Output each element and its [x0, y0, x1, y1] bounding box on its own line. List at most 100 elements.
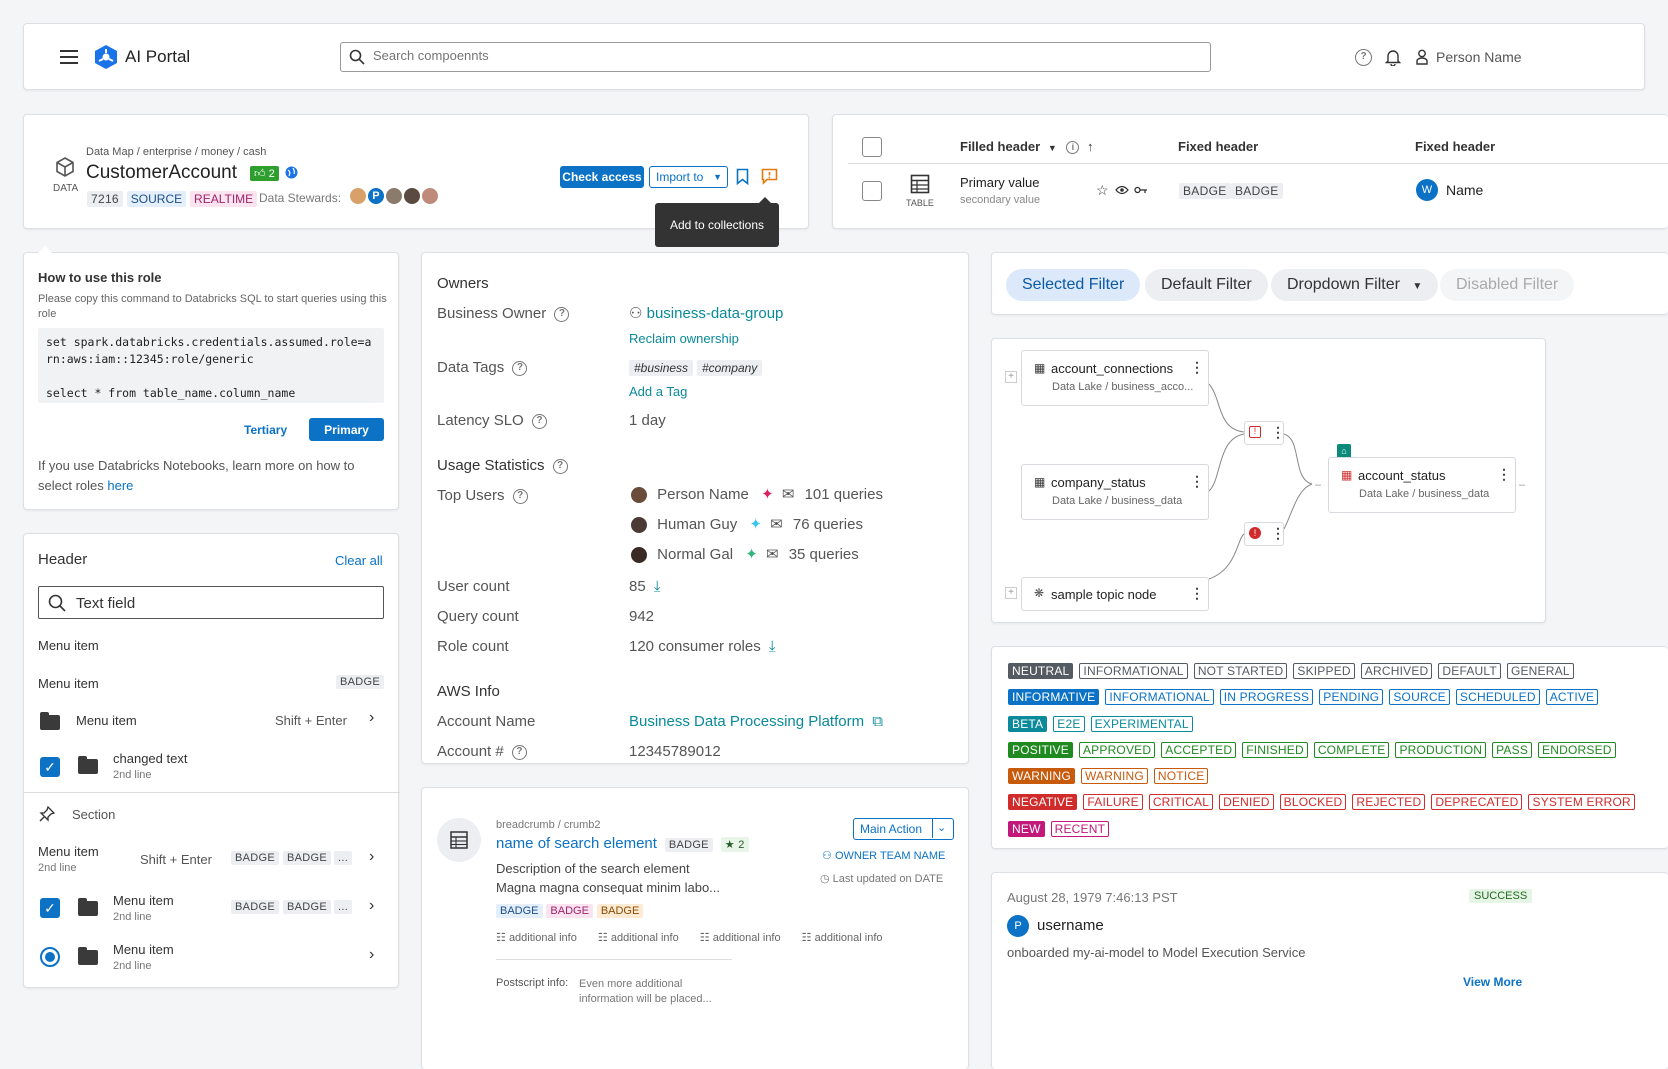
lineage-junction[interactable]: ! ⋮	[1244, 522, 1285, 546]
mail-icon[interactable]: ✉	[770, 516, 783, 533]
slack-icon[interactable]: ✦	[761, 486, 774, 503]
more-vertical-icon[interactable]: ⋮	[1190, 359, 1204, 375]
avatar[interactable]	[629, 515, 649, 536]
owner-team[interactable]: ⚇ OWNER TEAM NAME	[822, 849, 945, 862]
help-icon[interactable]: ?	[512, 360, 528, 376]
business-owner-link[interactable]: business-data-group	[646, 305, 784, 322]
bookmark-icon[interactable]	[736, 168, 749, 185]
dropdown-filter-chip[interactable]: Dropdown Filter ▼	[1271, 269, 1439, 301]
info-icon[interactable]: i	[1066, 141, 1080, 155]
check-access-button[interactable]: Check access	[560, 166, 644, 188]
account-name-value[interactable]: Business Data Processing Platform ⧉	[629, 713, 883, 730]
menu-item[interactable]: ✓ changed text 2nd line	[24, 748, 400, 788]
more-vertical-icon[interactable]: ⋮	[1497, 466, 1511, 482]
primary-button[interactable]: Primary	[309, 418, 384, 441]
user-name[interactable]: Person Name	[1436, 49, 1522, 65]
code-block[interactable]: set spark.databricks.credentials.assumed…	[38, 328, 384, 403]
avatar[interactable]	[401, 186, 422, 206]
help-icon[interactable]: ?	[512, 488, 528, 504]
menu-item[interactable]: ✓ Menu item 2nd line BADGE BADGE ... ›	[24, 889, 400, 929]
expand-icon[interactable]: +	[1005, 371, 1017, 383]
tag[interactable]: #business	[629, 360, 694, 376]
help-icon[interactable]: ?	[552, 458, 568, 474]
avatar[interactable]	[629, 485, 649, 506]
mail-icon[interactable]: ✉	[765, 546, 779, 563]
business-owner-value[interactable]: ⚇ business-data-group	[629, 304, 783, 322]
help-icon[interactable]: ?	[531, 413, 547, 429]
lineage-node[interactable]: ▦ company_status ⋮ Data Lake / business_…	[1021, 464, 1209, 520]
account-name-link[interactable]: Business Data Processing Platform	[629, 713, 865, 730]
menu-text-field[interactable]: Text field	[38, 586, 384, 619]
column-header-filled[interactable]: Filled header ▼ i ↑	[960, 139, 1094, 155]
slack-icon[interactable]: ✦	[745, 546, 758, 563]
user-icon[interactable]	[1416, 49, 1428, 65]
menu-item[interactable]: Menu item BADGE	[24, 670, 400, 698]
avatar[interactable]	[629, 545, 649, 566]
key-icon[interactable]	[1134, 185, 1148, 195]
lineage-node[interactable]: ▦ account_connections ⋮ Data Lake / busi…	[1021, 350, 1209, 406]
result-breadcrumb[interactable]: breadcrumb / crumb2	[496, 819, 601, 831]
owner-team-name[interactable]: OWNER TEAM NAME	[834, 850, 946, 862]
checkbox-checked[interactable]: ✓	[40, 757, 60, 777]
download-icon[interactable]: ⤓	[768, 638, 776, 655]
menu-item[interactable]: Menu item 2nd line ›	[24, 938, 400, 978]
chevron-down-icon[interactable]: ⌄	[937, 822, 947, 834]
import-to-dropdown[interactable]: Import to ▼	[649, 166, 728, 188]
user-name[interactable]: Person Name	[657, 486, 749, 503]
activity-username[interactable]: username	[1037, 917, 1104, 934]
main-action-split-button[interactable]: Main Action ⌄	[853, 818, 954, 840]
tag[interactable]: #company	[696, 360, 763, 376]
slack-icon[interactable]: ✦	[749, 516, 762, 533]
clear-all-button[interactable]: Clear all	[335, 553, 383, 568]
role-help-link[interactable]: here	[107, 478, 134, 493]
bell-icon[interactable]	[1385, 48, 1401, 66]
result-title-link[interactable]: name of search element	[496, 835, 657, 852]
more-vertical-icon[interactable]: ⋮	[1190, 585, 1204, 601]
user-name[interactable]: Normal Gal	[657, 546, 734, 563]
view-more-link[interactable]: View More	[1463, 975, 1523, 989]
eye-icon[interactable]	[1115, 185, 1129, 195]
more-vertical-icon[interactable]: ⋮	[1190, 473, 1204, 489]
help-icon[interactable]: ?	[511, 744, 527, 760]
user-name[interactable]: Human Guy	[657, 516, 738, 533]
radio-selected[interactable]	[40, 947, 60, 967]
sort-ascending-icon[interactable]: ↑	[1087, 139, 1094, 154]
checkbox-checked[interactable]: ✓	[40, 898, 60, 918]
more-vertical-icon[interactable]: ⋮	[1271, 424, 1285, 440]
reclaim-ownership-link[interactable]: Reclaim ownership	[629, 331, 739, 346]
lineage-node[interactable]: ▦ account_status ⋮ Data Lake / business_…	[1328, 457, 1516, 513]
report-alert-icon[interactable]	[761, 168, 778, 185]
table-row[interactable]: TABLE Primary value secondary value ☆ BA…	[848, 164, 1668, 214]
help-icon[interactable]: ?	[554, 306, 570, 322]
main-action-label[interactable]: Main Action	[860, 822, 923, 836]
avatar[interactable]: P	[365, 186, 386, 206]
avatar[interactable]: W	[1416, 179, 1438, 201]
steward-avatars[interactable]: P	[348, 186, 440, 206]
expand-icon[interactable]: +	[1005, 587, 1017, 599]
row-checkbox[interactable]	[862, 181, 882, 201]
entity-breadcrumb[interactable]: Data Map / enterprise / money / cash	[86, 146, 267, 158]
add-tag-link[interactable]: Add a Tag	[629, 384, 688, 399]
menu-item[interactable]: Menu item 2nd line Shift + Enter BADGE B…	[24, 840, 400, 880]
menu-item[interactable]: Menu item	[24, 632, 400, 660]
lineage-junction[interactable]: ! ⋮	[1244, 421, 1285, 445]
mail-icon[interactable]: ✉	[781, 486, 795, 503]
star-icon[interactable]: ☆	[1096, 182, 1109, 198]
collapse-icon[interactable]: –	[1519, 479, 1526, 491]
avatar[interactable]	[383, 186, 404, 206]
caret-down-icon[interactable]: ▼	[1047, 143, 1057, 153]
avatar[interactable]	[419, 186, 440, 206]
avatar[interactable]: P	[1007, 915, 1029, 937]
select-all-checkbox[interactable]	[862, 137, 882, 157]
help-icon[interactable]: ?	[1355, 49, 1372, 66]
global-search[interactable]	[340, 42, 1211, 72]
hamburger-menu-icon[interactable]	[60, 50, 78, 64]
vote-badge[interactable]: 👍︎ 2	[250, 166, 279, 181]
selected-filter-chip[interactable]: Selected Filter	[1006, 269, 1141, 301]
tertiary-button[interactable]: Tertiary	[244, 423, 288, 437]
more-vertical-icon[interactable]: ⋮	[1271, 525, 1285, 541]
lineage-node[interactable]: ❋ sample topic node ⋮	[1021, 577, 1209, 611]
default-filter-chip[interactable]: Default Filter	[1145, 269, 1268, 301]
external-link-icon[interactable]: ⧉	[872, 713, 883, 730]
download-icon[interactable]: ⤓	[653, 578, 661, 595]
